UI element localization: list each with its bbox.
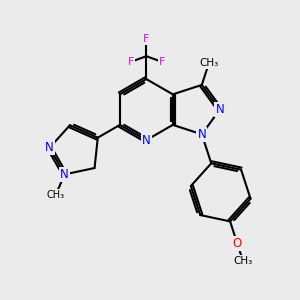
Text: F: F [159, 57, 165, 67]
Text: F: F [128, 57, 134, 67]
Text: CH₃: CH₃ [199, 58, 218, 68]
Text: N: N [215, 103, 224, 116]
Text: N: N [142, 134, 151, 147]
Text: F: F [143, 34, 149, 44]
Text: O: O [232, 237, 242, 250]
Text: CH₃: CH₃ [46, 190, 64, 200]
Text: CH₃: CH₃ [233, 256, 253, 266]
Text: N: N [60, 168, 69, 181]
Text: N: N [45, 141, 54, 154]
Text: N: N [197, 128, 206, 141]
